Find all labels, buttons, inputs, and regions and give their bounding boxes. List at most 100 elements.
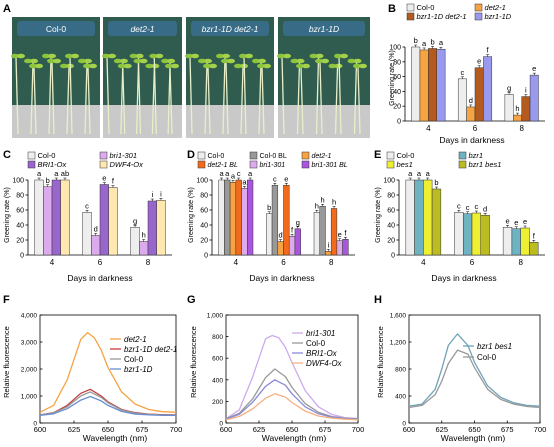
significance-letter: c: [457, 201, 461, 210]
y-tick-label: 0: [20, 253, 24, 260]
seedling-leaf: [60, 63, 68, 69]
significance-letter: b: [430, 37, 434, 46]
seedling-stem: [204, 61, 208, 135]
bar: [288, 236, 296, 256]
bar: [139, 241, 149, 256]
significance-letter: c: [85, 201, 89, 210]
significance-letter: ab: [61, 169, 69, 178]
legend-label: bzr1-1D det2-1: [417, 12, 467, 21]
y-tick-label: 100: [383, 178, 395, 185]
bar: [431, 188, 442, 256]
y-tick-label: 100: [389, 45, 401, 52]
seedling-leaf: [340, 53, 348, 59]
panel-d-xlabel: Days in darkness: [249, 273, 314, 283]
x-tick-label: 650: [468, 425, 481, 434]
series-line: [408, 333, 541, 407]
panel-g-letter: G: [187, 294, 196, 306]
seedling-leaf: [117, 63, 126, 69]
y-tick-label: 0: [402, 421, 406, 428]
significance-letter: h: [321, 195, 325, 204]
seedling-leaf: [203, 63, 211, 69]
y-tick-label: 400: [212, 377, 223, 384]
legend-swatch: [249, 151, 258, 160]
significance-letter: f: [487, 46, 490, 55]
x-tick-label: 6: [281, 258, 286, 267]
series-line: [39, 395, 177, 417]
seedling-leaf: [145, 63, 154, 69]
seedling-stem: [357, 66, 361, 135]
panel-b-letter: B: [388, 3, 396, 15]
y-tick-label: 40: [393, 89, 401, 96]
seedling-stem: [296, 61, 301, 135]
x-tick-label: 4: [234, 258, 239, 267]
y-tick-label: 40: [387, 223, 395, 230]
panel-c-ylabel: Greening rate (%): [4, 187, 11, 243]
panel-h-ylabel: Relative fluorescence: [376, 326, 385, 398]
seedling-leaf: [139, 58, 148, 64]
plot-frame: [39, 314, 177, 424]
photo-label: Col-0: [46, 24, 67, 34]
legend-label: bri1-301 BL: [312, 162, 348, 169]
legend-label: Col-0: [397, 151, 415, 160]
seedling-leaf: [171, 63, 179, 69]
seedling-leaf: [108, 53, 116, 59]
seedling-leaf: [185, 53, 193, 59]
x-tick-label: 675: [501, 425, 514, 434]
seedling-stem: [225, 61, 229, 135]
legend-label: det2-1: [312, 153, 332, 160]
x-tick-label: 4: [426, 124, 431, 133]
seedling-leaf: [263, 63, 271, 69]
seedling-leaf: [296, 63, 304, 69]
panel-a: A Col-0 det2-1 bzr1-1D det2-1 bzr1-1D: [3, 3, 370, 138]
legend-label: Col-0 BL: [260, 153, 287, 160]
y-tick-label: 0: [204, 253, 208, 260]
bar: [130, 227, 140, 256]
significance-letter: f: [291, 225, 294, 234]
seedling-leaf: [42, 53, 50, 59]
legend-swatch: [249, 160, 258, 169]
seedling-leaf: [191, 53, 199, 59]
bar: [271, 185, 279, 256]
series-line: [225, 393, 359, 421]
photo-plate: [186, 105, 274, 138]
seedling-leaf: [84, 58, 92, 64]
legend-swatch: [99, 151, 108, 160]
bar: [436, 48, 446, 122]
panel-b-xlabel: Days in darkness: [439, 135, 504, 145]
chart-g: 600 625 650 675 700 0 200 400 600 800 1,000 bri1-30…: [207, 313, 365, 435]
x-tick-label: 625: [435, 425, 448, 434]
y-tick-label: 60: [393, 74, 401, 81]
panel-e-ylabel: Greening rate (%): [375, 187, 382, 243]
x-tick-label: 4: [421, 258, 426, 267]
chart-h: 600 625 650 675 700 0 400 800 1,200 1,600 bzr1 bes…: [390, 313, 547, 435]
seedling-stem: [30, 61, 34, 135]
photo-row: Col-0 det2-1 bzr1-1D det2-1 bzr1-1D: [11, 17, 370, 138]
bar: [82, 212, 92, 256]
seedling-leaf: [198, 58, 206, 64]
legend-label: bzr1 bes1: [469, 160, 502, 169]
series-line: [408, 349, 541, 409]
y-tick-label: 100: [196, 178, 208, 185]
panel-f-ylabel: Relative fluorescence: [2, 326, 11, 398]
significance-letter: b: [46, 176, 50, 185]
x-tick-label: 650: [286, 425, 299, 434]
panel-f-letter: F: [3, 294, 10, 306]
seedling-stem: [240, 66, 244, 135]
seedling-leaf: [222, 53, 230, 59]
bar: [91, 235, 101, 256]
seedling-leaf: [334, 53, 342, 59]
panel-h-letter: H: [374, 294, 382, 306]
seedling-leaf: [315, 58, 323, 64]
seedling-stem: [315, 56, 320, 135]
significance-letter: a: [242, 177, 247, 186]
bar: [521, 96, 531, 122]
bar: [99, 184, 109, 256]
legend-swatch: [406, 3, 415, 12]
bar: [147, 200, 157, 256]
seedling-leaf: [30, 58, 38, 64]
x-tick-label: 675: [136, 425, 149, 434]
x-tick-label: 8: [146, 258, 151, 267]
bar: [471, 212, 482, 256]
